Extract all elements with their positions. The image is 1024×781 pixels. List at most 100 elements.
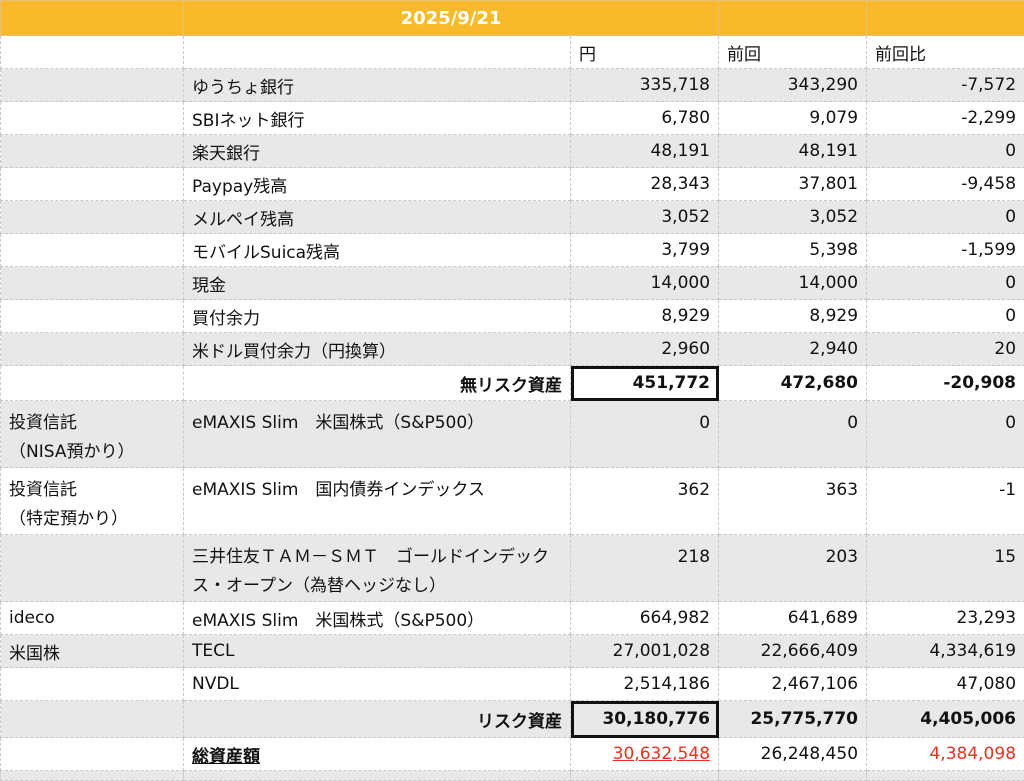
name-cell[interactable]: NVDL xyxy=(184,668,571,701)
diff-cell[interactable]: -1 xyxy=(867,468,1024,535)
yen-cell[interactable]: 28,343 xyxy=(571,168,719,201)
previous-cell[interactable]: 8,929 xyxy=(719,300,867,333)
previous-cell[interactable]: 2,940 xyxy=(719,333,867,366)
yen-cell[interactable]: 27,001,028 xyxy=(571,635,719,668)
diff-cell[interactable]: 23,293 xyxy=(867,602,1024,635)
category-cell[interactable] xyxy=(1,300,184,333)
previous-cell[interactable]: 641,689 xyxy=(719,602,867,635)
yen-cell[interactable]: 14,000 xyxy=(571,267,719,300)
name-cell[interactable]: 楽天銀行 xyxy=(184,135,571,168)
category-cell[interactable] xyxy=(1,333,184,366)
diff-cell[interactable]: 4,405,006 xyxy=(867,701,1024,738)
date-header[interactable]: 2025/9/21 xyxy=(184,1,719,36)
yen-cell[interactable]: 48,191 xyxy=(571,135,719,168)
yen-cell[interactable]: 2,960 xyxy=(571,333,719,366)
header-cell[interactable] xyxy=(1,1,184,36)
diff-cell[interactable]: 20 xyxy=(867,333,1024,366)
yen-cell[interactable]: 3,052 xyxy=(571,201,719,234)
name-cell[interactable]: メルペイ残高 xyxy=(184,201,571,234)
category-cell[interactable] xyxy=(1,366,184,401)
previous-cell[interactable]: 0 xyxy=(719,401,867,468)
name-cell[interactable]: 総資産額 xyxy=(184,738,571,771)
diff-cell[interactable]: -7,572 xyxy=(867,69,1024,102)
diff-cell[interactable]: 15 xyxy=(867,535,1024,602)
previous-cell[interactable]: 2,467,106 xyxy=(719,668,867,701)
yen-cell[interactable]: 3,799 xyxy=(571,234,719,267)
previous-cell[interactable]: 203 xyxy=(719,535,867,602)
diff-cell[interactable]: 0 xyxy=(867,201,1024,234)
col-diff[interactable]: 前回比 xyxy=(867,36,1024,69)
name-cell[interactable]: 買付余力 xyxy=(184,300,571,333)
name-cell[interactable]: 三井住友ＴＡＭ－ＳＭＴ ゴールドインデックス・オープン（為替ヘッジなし） xyxy=(184,535,571,602)
category-cell[interactable]: 投資信託 （NISA預かり） xyxy=(1,401,184,468)
previous-cell[interactable]: 363 xyxy=(719,468,867,535)
previous-cell[interactable]: 48,191 xyxy=(719,135,867,168)
category-cell[interactable] xyxy=(1,69,184,102)
diff-cell[interactable]: -2,299 xyxy=(867,102,1024,135)
diff-cell[interactable]: 4,384,098 xyxy=(867,738,1024,771)
yen-cell[interactable]: 6,780 xyxy=(571,102,719,135)
yen-cell[interactable]: 664,982 xyxy=(571,602,719,635)
category-cell[interactable] xyxy=(1,267,184,300)
name-cell[interactable]: eMAXIS Slim 国内債券インデックス xyxy=(184,468,571,535)
category-cell[interactable]: 投資信託 （特定預かり） xyxy=(1,468,184,535)
previous-cell[interactable]: 3,052 xyxy=(719,201,867,234)
category-cell[interactable] xyxy=(1,234,184,267)
diff-cell[interactable]: 0 xyxy=(867,300,1024,333)
category-cell[interactable] xyxy=(1,701,184,738)
yen-cell[interactable]: 335,718 xyxy=(571,69,719,102)
previous-cell[interactable]: 25,775,770 xyxy=(719,701,867,738)
yen-cell[interactable]: 30,180,776 xyxy=(571,701,719,738)
category-cell[interactable] xyxy=(1,201,184,234)
category-cell[interactable]: ideco xyxy=(1,602,184,635)
previous-cell[interactable]: 472,680 xyxy=(719,366,867,401)
name-cell[interactable]: eMAXIS Slim 米国株式（S&P500） xyxy=(184,401,571,468)
yen-cell[interactable]: 2,514,186 xyxy=(571,668,719,701)
yen-cell[interactable]: 0 xyxy=(571,401,719,468)
yen-cell[interactable]: 8,929 xyxy=(571,300,719,333)
diff-cell[interactable]: 0 xyxy=(867,135,1024,168)
previous-cell[interactable]: 9,079 xyxy=(719,102,867,135)
cell[interactable] xyxy=(1,36,184,69)
previous-cell[interactable]: 26,248,450 xyxy=(719,738,867,771)
name-cell[interactable]: モバイルSuica残高 xyxy=(184,234,571,267)
diff-cell[interactable]: 47,080 xyxy=(867,668,1024,701)
previous-cell[interactable]: 22,666,409 xyxy=(719,635,867,668)
header-cell[interactable] xyxy=(719,1,867,36)
name-cell[interactable]: Paypay残高 xyxy=(184,168,571,201)
diff-cell[interactable]: 0 xyxy=(867,267,1024,300)
col-yen[interactable]: 円 xyxy=(571,36,719,69)
category-cell[interactable] xyxy=(1,102,184,135)
yen-cell[interactable]: 451,772 xyxy=(571,366,719,401)
name-cell[interactable]: 米ドル買付余力（円換算） xyxy=(184,333,571,366)
name-cell[interactable]: 現金 xyxy=(184,267,571,300)
yen-cell[interactable]: 30,632,548 xyxy=(571,738,719,771)
yen-cell[interactable]: 362 xyxy=(571,468,719,535)
diff-cell[interactable]: -1,599 xyxy=(867,234,1024,267)
category-cell[interactable]: 米国株 xyxy=(1,635,184,668)
name-cell[interactable]: eMAXIS Slim 米国株式（S&P500） xyxy=(184,602,571,635)
name-cell[interactable]: リスク資産 xyxy=(184,701,571,738)
previous-cell[interactable]: 14,000 xyxy=(719,267,867,300)
category-cell[interactable] xyxy=(1,135,184,168)
previous-cell[interactable]: 343,290 xyxy=(719,69,867,102)
diff-cell[interactable]: 4,334,619 xyxy=(867,635,1024,668)
previous-cell[interactable]: 37,801 xyxy=(719,168,867,201)
name-cell[interactable]: SBIネット銀行 xyxy=(184,102,571,135)
name-cell[interactable]: 無リスク資産 xyxy=(184,366,571,401)
yen-cell[interactable]: 218 xyxy=(571,535,719,602)
diff-cell[interactable]: 0 xyxy=(867,401,1024,468)
category-cell[interactable] xyxy=(1,168,184,201)
category-cell[interactable] xyxy=(1,535,184,602)
name-cell[interactable]: ゆうちょ銀行 xyxy=(184,69,571,102)
cell[interactable] xyxy=(184,36,571,69)
category-cell[interactable] xyxy=(1,738,184,771)
category-cell[interactable] xyxy=(1,668,184,701)
diff-cell[interactable]: -20,908 xyxy=(867,366,1024,401)
header-cell[interactable] xyxy=(867,1,1024,36)
previous-cell[interactable]: 5,398 xyxy=(719,234,867,267)
col-previous[interactable]: 前回 xyxy=(719,36,867,69)
name-cell[interactable]: TECL xyxy=(184,635,571,668)
diff-cell[interactable]: -9,458 xyxy=(867,168,1024,201)
